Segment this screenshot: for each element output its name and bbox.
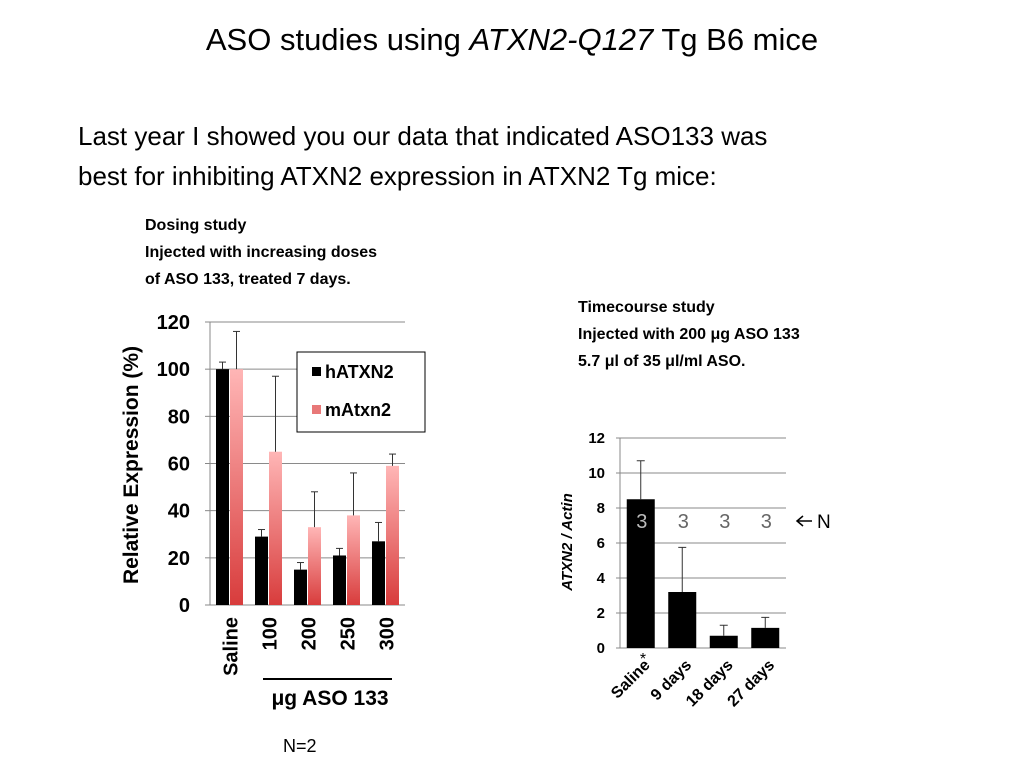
bar-hATXN2 <box>255 536 268 605</box>
timecourse-caption: Timecourse study Injected with 200 μg AS… <box>578 294 800 375</box>
dosing-caption-line-3: of ASO 133, treated 7 days. <box>145 271 351 288</box>
timecourse-caption-line-2: Injected with 200 μg ASO 133 <box>578 326 800 343</box>
y-tick-label: 2 <box>597 605 605 622</box>
bar-hATXN2 <box>216 369 229 605</box>
y-tick-label: 6 <box>597 535 605 552</box>
dosing-chart: 0 20 40 60 80 100 120 Relative Expression (%) Sa… <box>120 312 426 710</box>
dosing-caption-line-2: Injected with increasing doses <box>145 244 378 261</box>
bar <box>626 499 655 648</box>
n-arrow-head <box>795 515 804 527</box>
y-tick-label: 100 <box>157 359 190 381</box>
x-tick-label: 200 <box>299 617 321 650</box>
bar-mAtxn2 <box>347 515 360 605</box>
bar-hATXN2 <box>294 569 307 605</box>
bar-hATXN2 <box>372 541 385 605</box>
x-tick-label: Saline <box>608 657 653 702</box>
bar-mAtxn2 <box>230 369 243 605</box>
bar-hATXN2 <box>333 555 346 605</box>
n-label: 3 <box>719 511 730 533</box>
legend-swatch-hATXN2 <box>312 367 321 376</box>
y-axis-label: Relative Expression (%) <box>120 346 143 584</box>
y-tick-label: 20 <box>168 548 190 570</box>
x-tick-label: 100 <box>260 617 282 650</box>
dosing-caption: Dosing study Injected with increasing do… <box>145 212 377 293</box>
bar-mAtxn2 <box>308 527 321 605</box>
significance-marker: * <box>640 651 646 668</box>
timecourse-caption-line-3: 5.7 μl of 35 μl/ml ASO. <box>578 353 746 370</box>
y-tick-label: 120 <box>157 312 190 334</box>
x-tick-label: 250 <box>338 617 360 650</box>
timecourse-caption-line-1: Timecourse study <box>578 299 715 316</box>
n-label: 3 <box>761 511 772 533</box>
intro-line-2: best for inhibiting ATXN2 expression in … <box>78 161 717 191</box>
n-marker: N <box>817 512 831 533</box>
x-tick-label: 27 days <box>725 657 779 711</box>
legend-label-mAtxn2: mAtxn2 <box>325 400 391 420</box>
gene-name: ATXN2-Q127 <box>469 22 654 57</box>
y-axis-label: ATXN2 / Actin <box>559 493 576 592</box>
group-label: μg ASO 133 <box>271 687 388 710</box>
n-note: N=2 <box>283 736 317 756</box>
bar <box>751 627 780 648</box>
y-tick-label: 0 <box>597 640 605 657</box>
legend-swatch-mAtxn2 <box>312 405 321 414</box>
y-tick-label: 0 <box>179 595 190 617</box>
x-tick-label: Saline <box>221 617 243 676</box>
y-tick-label: 8 <box>597 500 605 517</box>
y-tick-label: 40 <box>168 501 190 523</box>
bar <box>709 635 738 648</box>
intro-line-1: Last year I showed you our data that ind… <box>78 121 768 151</box>
legend-label-hATXN2: hATXN2 <box>325 362 394 382</box>
intro-text: Last year I showed you our data that ind… <box>78 116 978 196</box>
dosing-caption-line-1: Dosing study <box>145 217 247 234</box>
legend-box <box>296 351 426 433</box>
slide-title: ASO studies using ATXN2-Q127 Tg B6 mice <box>205 22 819 57</box>
bar-mAtxn2 <box>269 451 282 605</box>
n-label: 3 <box>678 511 689 533</box>
y-tick-label: 12 <box>588 430 605 447</box>
y-tick-label: 4 <box>597 570 606 587</box>
y-tick-label: 80 <box>168 406 190 428</box>
y-tick-label: 10 <box>588 465 605 482</box>
y-tick-label: 60 <box>168 454 190 476</box>
x-tick-label: 300 <box>377 617 399 650</box>
legend: hATXN2 mAtxn2 <box>296 351 426 433</box>
bar <box>668 592 697 648</box>
n-label: 3 <box>636 511 647 533</box>
bar-mAtxn2 <box>386 465 399 605</box>
